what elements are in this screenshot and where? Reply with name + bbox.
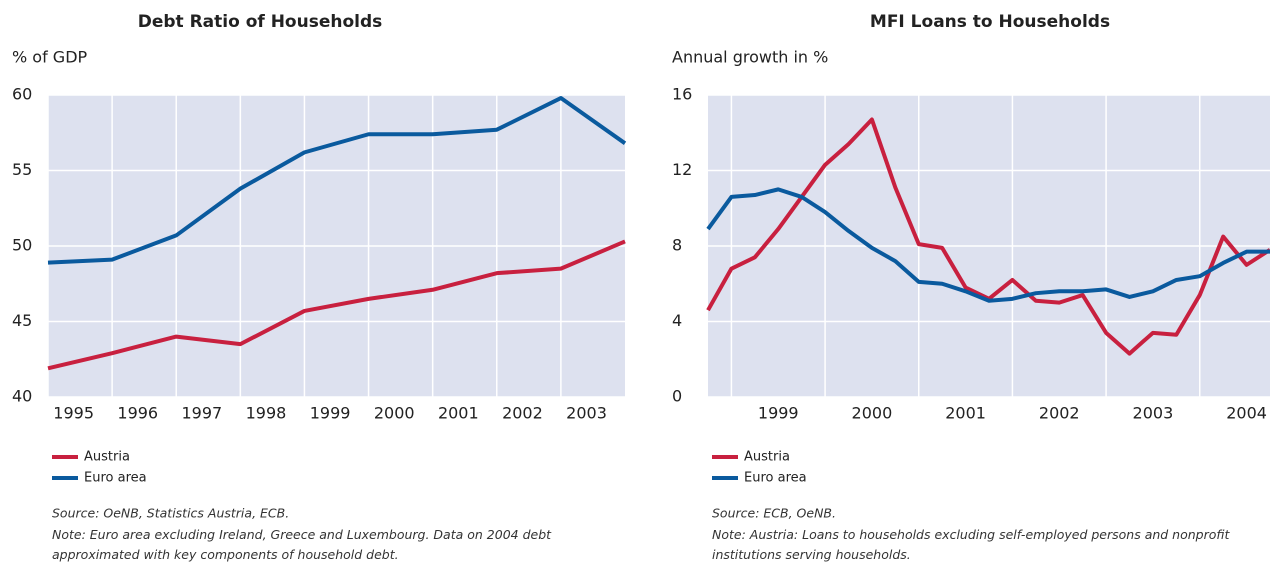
y-tick-label: 8: [672, 236, 682, 255]
legend-swatch: [712, 476, 738, 480]
y-tick-label: 55: [12, 160, 32, 179]
y-tick-label: 4: [672, 311, 682, 330]
y-tick-label: 16: [672, 85, 692, 104]
chart-title: Debt Ratio of Households: [138, 12, 383, 32]
line: [47, 96, 627, 265]
y-tick-label: 60: [12, 85, 32, 104]
legend-label: Euro area: [744, 471, 807, 486]
x-tick-label: 2004: [1226, 404, 1267, 423]
y-tick-label: 0: [672, 387, 682, 406]
y-tick-label: 45: [12, 311, 32, 330]
x-tick-label: 2001: [438, 404, 479, 423]
source: Source: ECB, OeNB.: [712, 506, 836, 521]
note: Note: Austria: Loans to households exclu…: [712, 527, 1230, 562]
x-tick-label: 2002: [1039, 404, 1080, 423]
x-tick-label: 2000: [374, 404, 415, 423]
x-tick-label: 1999: [758, 404, 799, 423]
y-tick-label: 12: [672, 160, 692, 179]
x-tick-label: 2001: [945, 404, 986, 423]
y-tick-label: 40: [12, 387, 32, 406]
source: Source: OeNB, Statistics Austria, ECB.: [52, 506, 289, 521]
legend-label: Austria: [84, 450, 130, 465]
legend-label: Euro area: [84, 471, 147, 486]
x-tick-label: 1998: [246, 404, 287, 423]
x-tick-label: 2003: [566, 404, 607, 423]
x-tick-label: 2000: [852, 404, 893, 423]
legend-label: Austria: [744, 450, 790, 465]
legend-swatch: [712, 455, 738, 459]
y-tick-label: 50: [12, 236, 32, 255]
x-tick-label: 2002: [502, 404, 543, 423]
y-axis-label: Annual growth in %: [672, 48, 828, 67]
x-tick-label: 1999: [310, 404, 351, 423]
legend-swatch: [52, 455, 78, 459]
x-tick-label: 1995: [53, 404, 94, 423]
x-tick-label: 1997: [182, 404, 223, 423]
line: [47, 239, 626, 371]
x-tick-label: 2003: [1133, 404, 1174, 423]
note: Note: Euro area excluding Ireland, Greec…: [52, 527, 552, 562]
x-tick-label: 1996: [117, 404, 158, 423]
chart-title: MFI Loans to Households: [870, 12, 1110, 32]
line: [706, 187, 1270, 303]
legend-swatch: [52, 476, 78, 480]
y-axis-label: % of GDP: [12, 48, 88, 67]
